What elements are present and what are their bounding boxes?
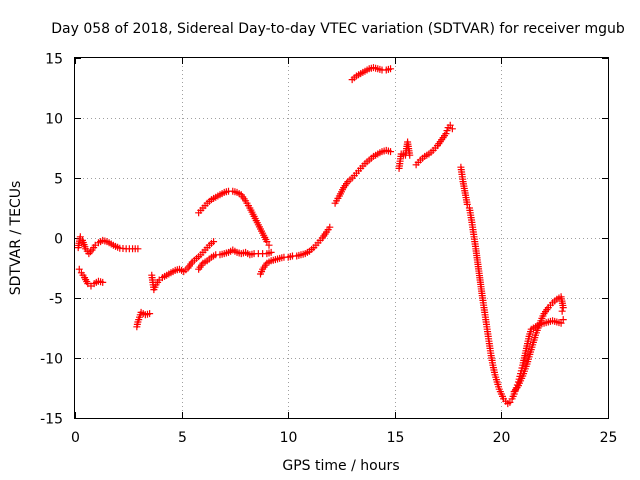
series-11 <box>457 163 567 408</box>
data-point-12-48 <box>558 307 566 315</box>
x-axis-title: GPS time / hours <box>282 458 399 474</box>
data-point-6-34 <box>326 223 334 231</box>
series-9 <box>395 138 414 172</box>
data-point-5-42 <box>265 241 273 249</box>
x-tick-label-4: 20 <box>493 430 511 446</box>
x-tick-label-3: 15 <box>387 430 405 446</box>
y-tick-label-2: -5 <box>49 292 63 308</box>
data-point-11-16 <box>463 200 471 208</box>
x-tick-label-1: 5 <box>178 430 187 446</box>
data-point-12-47 <box>559 304 567 312</box>
data-point-11-144 <box>559 316 567 324</box>
data-point-10-17 <box>443 127 451 135</box>
tick-layer: 0 5 10 15 20 25 -15 -10 -5 0 5 10 15 <box>40 52 617 447</box>
series-8 <box>348 64 395 84</box>
y-tick-label-5: 10 <box>45 112 63 128</box>
series-12 <box>510 293 567 396</box>
data-point-10-20 <box>448 125 456 133</box>
y-tick-label-4: 5 <box>54 172 63 188</box>
series-2 <box>133 308 154 331</box>
data-point-5-41 <box>263 238 271 246</box>
data-point-10-16 <box>442 130 450 138</box>
series-0 <box>74 233 142 258</box>
y-axis-title: SDTVAR / TECUs <box>8 181 24 296</box>
series-1 <box>75 265 107 290</box>
y-tick-label-0: -15 <box>40 412 63 428</box>
series-3 <box>148 238 218 294</box>
data-point-11-101 <box>506 398 514 406</box>
data-point-1-12 <box>99 278 107 286</box>
x-tick-label-2: 10 <box>280 430 298 446</box>
series-7 <box>331 146 395 207</box>
data-point-0-5 <box>76 233 84 241</box>
data-point-4-31 <box>267 248 275 256</box>
series-10 <box>412 121 456 169</box>
data-point-1-0 <box>75 265 83 273</box>
x-tick-label-5: 25 <box>600 430 618 446</box>
grid-layer <box>75 58 608 418</box>
data-point-2-10 <box>146 310 154 318</box>
data-point-3-36 <box>210 238 218 246</box>
data-point-8-17 <box>387 65 395 73</box>
y-tick-label-6: 15 <box>45 52 63 68</box>
series-5 <box>195 187 273 249</box>
series-4 <box>195 246 275 273</box>
plot-frame <box>74 57 609 419</box>
series-6 <box>256 223 334 278</box>
marker-layer <box>74 64 567 408</box>
y-tick-label-3: 0 <box>54 232 63 248</box>
y-tick-label-1: -10 <box>40 352 63 368</box>
data-point-10-19 <box>446 121 454 129</box>
x-tick-label-0: 0 <box>71 430 80 446</box>
data-point-0-33 <box>134 245 142 253</box>
data-point-11-143 <box>557 319 565 327</box>
data-point-9-20 <box>406 151 414 159</box>
data-point-7-30 <box>387 148 395 156</box>
chart-title: Day 058 of 2018, Sidereal Day-to-day VTE… <box>51 21 625 37</box>
